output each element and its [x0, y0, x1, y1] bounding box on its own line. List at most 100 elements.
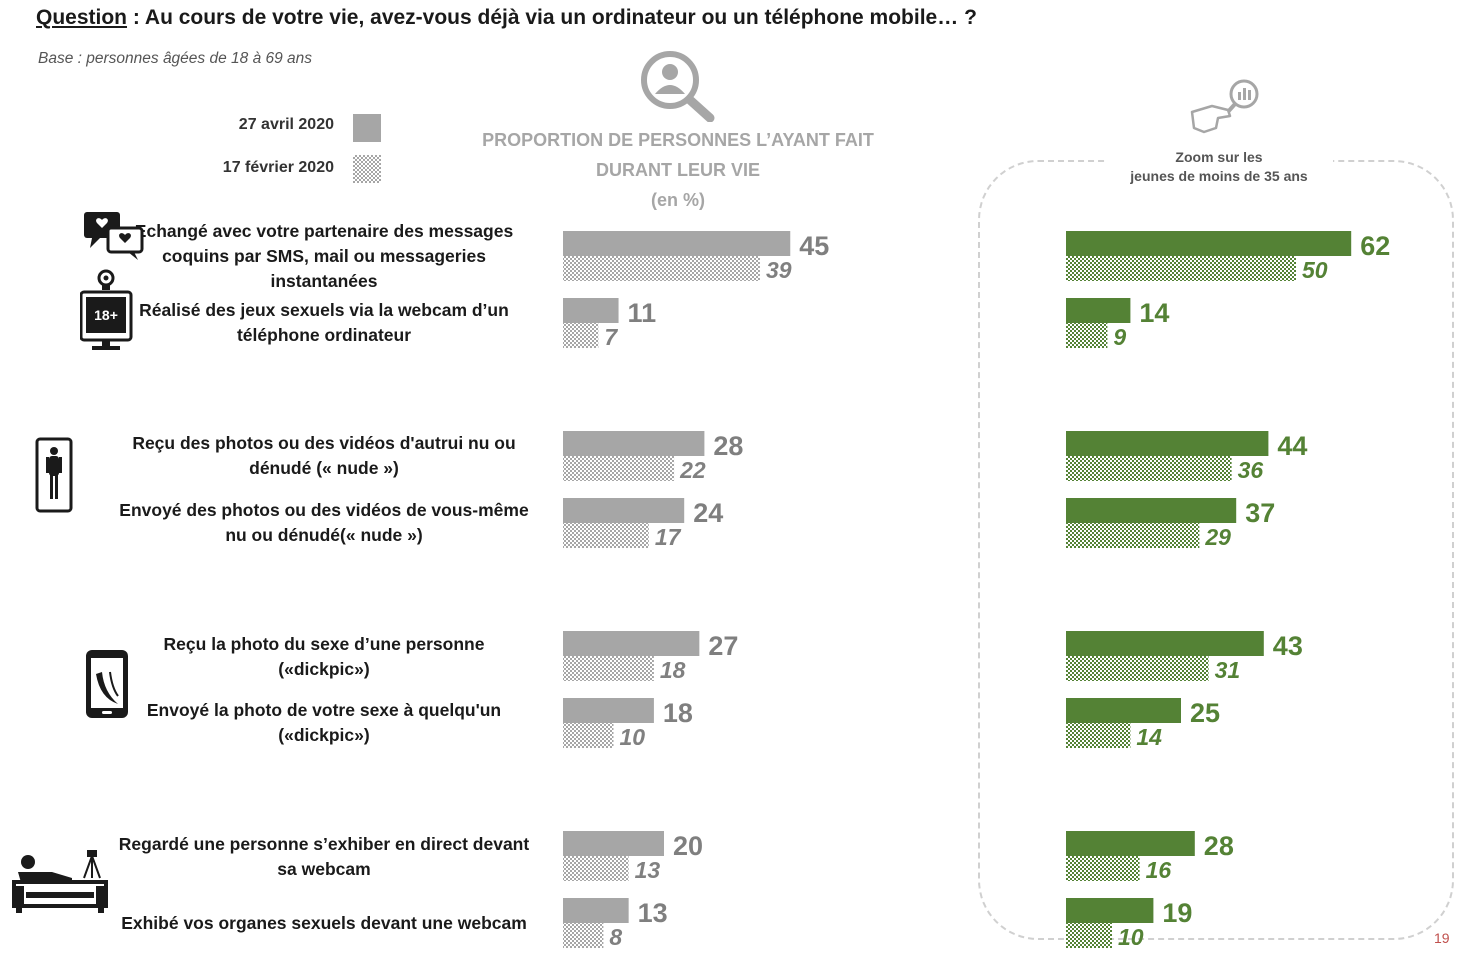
phone-person-icon: [35, 437, 73, 513]
legend-label-previous: 17 février 2020: [222, 159, 334, 176]
main-bar-current: [563, 831, 664, 856]
zoom-value-current: 28: [1204, 831, 1234, 861]
phone-banana-icon: [86, 650, 128, 718]
category-label-line: Echangé avec votre partenaire des messag…: [134, 221, 514, 241]
zoom-bar-previous: [1066, 323, 1108, 348]
zoom-bar-current: [1066, 431, 1269, 456]
category-label-line: Envoyé la photo de votre sexe à quelqu'u…: [146, 700, 502, 720]
category-label-line: instantanées: [270, 271, 378, 291]
zoom-bar-current: [1066, 831, 1195, 856]
chat-hearts-icon: [84, 212, 144, 260]
main-bar-previous: [563, 856, 629, 881]
category-label-line: («dickpic»): [278, 659, 370, 679]
main-bar-previous: [563, 723, 614, 748]
category-label-line: Réalisé des jeux sexuels via la webcam d…: [139, 300, 509, 320]
legend-swatch-current: [353, 114, 381, 142]
hand-magnifier-icon: [1190, 79, 1259, 134]
main-value-current: 13: [638, 898, 668, 928]
category-label-line: Reçu des photos ou des vidéos d'autrui n…: [132, 433, 516, 453]
question-label: Question: [36, 6, 128, 29]
main-value-previous: 13: [635, 857, 661, 883]
chart-header-line3: (en %): [651, 190, 705, 210]
zoom-bar-previous: [1066, 456, 1232, 481]
zoom-bar-previous: [1066, 723, 1131, 748]
main-value-previous: 17: [655, 524, 682, 550]
zoom-bar-previous: [1066, 256, 1296, 281]
zoom-bar-previous: [1066, 523, 1200, 548]
zoom-bar-previous: [1066, 923, 1112, 948]
zoom-value-current: 19: [1162, 898, 1192, 928]
main-value-current: 11: [628, 298, 657, 328]
main-value-previous: 22: [679, 457, 706, 483]
main-bar-current: [563, 698, 654, 723]
base-note: Base : personnes âgées de 18 à 69 ans: [38, 50, 313, 67]
category-label-line: téléphone ordinateur: [236, 325, 412, 345]
chart-header: PROPORTION DE PERSONNES L’AYANT FAIT DUR…: [478, 50, 878, 215]
main-value-current: 27: [708, 631, 738, 661]
legend-swatch-previous: [353, 155, 381, 183]
zoom-bar-current: [1066, 898, 1154, 923]
zoom-value-current: 14: [1139, 298, 1169, 328]
main-value-previous: 7: [604, 324, 618, 350]
main-value-previous: 39: [766, 257, 792, 283]
category-label-line: dénudé (« nude »): [249, 458, 399, 478]
main-value-current: 18: [663, 698, 693, 728]
main-value-current: 28: [713, 431, 743, 461]
category-label-line: Exhibé vos organes sexuels devant une we…: [121, 913, 527, 933]
category-label: Envoyé la photo de votre sexe à quelqu'u…: [104, 698, 544, 748]
main-value-previous: 18: [660, 657, 686, 683]
zoom-value-current: 43: [1273, 631, 1303, 661]
main-bar-current: [563, 298, 619, 323]
category-label-line: nu ou dénudé(« nude »): [225, 525, 423, 545]
question-text: : Au cours de votre vie, avez-vous déjà …: [127, 6, 977, 29]
main-bar-current: [563, 231, 791, 256]
category-label: Reçu des photos ou des vidéos d'autrui n…: [104, 431, 544, 481]
main-bar-previous: [563, 523, 649, 548]
main-bar-previous: [563, 923, 604, 948]
zoom-title: Zoom sur les jeunes de moins de 35 ans: [1105, 148, 1333, 186]
zoom-bar-previous: [1066, 656, 1209, 681]
webcam-badge-text: 18+: [94, 307, 118, 323]
category-label-line: Regardé une personne s’exhiber en direct…: [118, 834, 530, 854]
webcam-screen-icon: 18+: [80, 269, 133, 350]
category-label: Exhibé vos organes sexuels devant une we…: [104, 911, 544, 936]
zoom-bar-current: [1066, 698, 1181, 723]
main-bar-previous: [563, 656, 654, 681]
category-label-line: Envoyé des photos ou des vidéos de vous-…: [119, 500, 529, 520]
question-title: Question : Au cours de votre vie, avez-v…: [36, 6, 977, 30]
category-label: Echangé avec votre partenaire des messag…: [104, 219, 544, 294]
category-label: Réalisé des jeux sexuels via la webcam d…: [104, 298, 544, 348]
zoom-value-previous: 50: [1302, 257, 1328, 283]
main-bar-previous: [563, 323, 599, 348]
main-value-current: 24: [693, 498, 723, 528]
main-bar-current: [563, 631, 700, 656]
chart-header-line2: DURANT LEUR VIE: [595, 160, 760, 180]
zoom-bar-previous: [1066, 856, 1140, 881]
main-value-current: 45: [799, 231, 829, 261]
magnifier-person-icon: [641, 51, 715, 122]
category-label-line: sa webcam: [277, 859, 371, 879]
zoom-bar-current: [1066, 498, 1237, 523]
zoom-value-previous: 9: [1113, 324, 1126, 350]
page-number: 19: [1434, 930, 1450, 946]
legend-label-current: 27 avril 2020: [238, 116, 334, 133]
category-label-line: («dickpic»): [278, 725, 370, 745]
zoom-value-current: 44: [1277, 431, 1307, 461]
zoom-value-previous: 14: [1136, 724, 1162, 750]
main-bar-previous: [563, 456, 675, 481]
zoom-bar-current: [1066, 231, 1352, 256]
zoom-value-current: 62: [1360, 231, 1390, 261]
main-value-previous: 10: [620, 724, 646, 750]
main-value-current: 20: [673, 831, 703, 861]
zoom-value-current: 25: [1190, 698, 1220, 728]
main-bar-current: [563, 498, 685, 523]
zoom-value-previous: 36: [1238, 457, 1264, 483]
main-bar-current: [563, 898, 629, 923]
zoom-bar-current: [1066, 298, 1131, 323]
category-label: Regardé une personne s’exhiber en direct…: [104, 832, 544, 882]
category-label: Reçu la photo du sexe d’une personne («di…: [104, 632, 544, 682]
category-label: Envoyé des photos ou des vidéos de vous-…: [104, 498, 544, 548]
zoom-bar-current: [1066, 631, 1264, 656]
chart-header-line1: PROPORTION DE PERSONNES L’AYANT FAIT: [482, 130, 874, 150]
